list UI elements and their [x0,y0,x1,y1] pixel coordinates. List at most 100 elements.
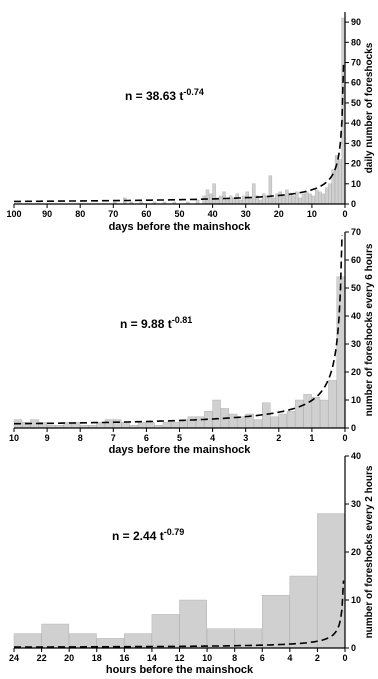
x-tick-label-6: 12 [174,653,184,663]
bar-26 [258,199,263,205]
bar-44 [318,191,322,205]
bar-27 [237,416,246,429]
bar-42 [311,195,316,205]
x-tick-label-4: 60 [141,209,151,219]
x-tick-label-0: 100 [6,209,21,219]
y-tick-label-4: 40 [351,311,361,321]
bar-16 [146,422,155,429]
fit-formula-exponent: -0.74 [183,87,204,97]
bar-11 [104,419,114,429]
y-tick-label-7: 70 [351,58,361,68]
bar-26 [228,413,238,429]
bar-22 [195,416,205,429]
bar-38 [328,380,337,429]
bar-23 [248,197,253,205]
bar-9 [202,195,206,205]
y-tick-label-0: 0 [351,199,356,209]
x-tick-label-1: 22 [37,653,47,663]
y-axis-label: number of foreshocks every 6 hours [364,243,375,416]
y-axis-label: number of foreshocks every 2 hours [364,465,375,638]
bar-36 [291,195,296,205]
bar-32 [278,191,283,205]
fit-formula-exponent: -0.81 [172,315,193,325]
x-tick-label-5: 5 [177,433,182,443]
x-tick-label-8: 20 [274,209,284,219]
bar-9 [262,595,290,649]
bar-21 [187,416,196,429]
x-tick-label-5: 50 [174,209,184,219]
fit-formula-base: n = 38.63 t [125,89,183,103]
bar-24 [212,399,221,429]
fit-formula-base: n = 9.88 t [120,317,172,331]
fit-formula-exponent: -0.79 [164,527,185,537]
y-tick-label-9: 90 [351,17,361,27]
x-tick-label-12: 0 [342,653,347,663]
bar-36 [311,397,321,429]
bar-12 [212,183,216,205]
fit-formula: n = 38.63 t-0.74 [125,87,204,103]
bar-43 [315,189,319,205]
x-tick-label-3: 70 [108,209,118,219]
x-tick-label-4: 16 [119,653,129,663]
panel-daily-foreshocks: 100 90 80 70 60 50 40 30 20 10 0010203040506070809… [6,12,375,233]
y-tick-label-6: 60 [351,255,361,265]
y-tick-label-2: 20 [351,367,361,377]
bar-12 [113,419,122,429]
y-tick-label-3: 30 [351,499,361,509]
bar-30 [271,197,276,205]
x-tick-label-3: 18 [92,653,102,663]
bar-49 [334,155,339,205]
bar-30 [262,402,271,429]
y-tick-label-8: 80 [351,37,361,47]
bar-47 [328,183,332,205]
y-tick-label-0: 0 [351,423,356,433]
bar-29 [268,175,273,205]
x-tick-label-4: 6 [144,433,149,443]
y-tick-label-3: 30 [351,138,361,148]
bar-7 [206,628,235,649]
fit-formula: n = 2.44 t-0.79 [112,527,184,543]
y-axis-label: daily number of foreshocks [364,42,375,173]
bar-10 [205,189,210,205]
y-tick-label-7: 70 [351,227,361,237]
y-tick-label-5: 50 [351,98,361,108]
x-tick-label-1: 90 [42,209,52,219]
y-tick-label-1: 10 [351,595,361,605]
x-tick-label-10: 0 [342,433,347,443]
bar-29 [253,419,263,429]
bar-6 [179,599,207,649]
x-tick-label-0: 24 [9,653,19,663]
bar-19 [235,193,239,205]
bar-38 [298,197,302,205]
bar-34 [295,399,304,429]
x-tick-label-7: 3 [243,433,248,443]
bar-16 [225,199,230,205]
y-tick-label-5: 50 [351,283,361,293]
bar-33 [281,195,286,205]
bar-18 [162,422,172,429]
bar-13 [121,422,130,429]
y-tick-label-4: 40 [351,451,361,461]
bar-14 [219,195,223,205]
bar-35 [303,394,312,429]
bar-50 [338,159,342,205]
bar-0 [13,633,42,649]
x-tick-label-7: 30 [241,209,251,219]
bar-34 [285,189,289,205]
x-tick-label-11: 2 [315,653,320,663]
x-tick-label-6: 40 [208,209,218,219]
y-tick-label-2: 20 [351,547,361,557]
x-axis-label: days before the mainshock [109,444,252,456]
x-tick-label-2: 20 [64,653,74,663]
x-tick-label-10: 0 [342,209,347,219]
x-tick-label-6: 4 [210,433,215,443]
bar-31 [270,416,279,429]
x-tick-label-3: 7 [111,433,116,443]
bar-1 [41,623,70,649]
fit-formula-base: n = 2.44 t [112,529,164,543]
bar-37 [295,191,299,205]
x-tick-label-0: 10 [9,433,19,443]
